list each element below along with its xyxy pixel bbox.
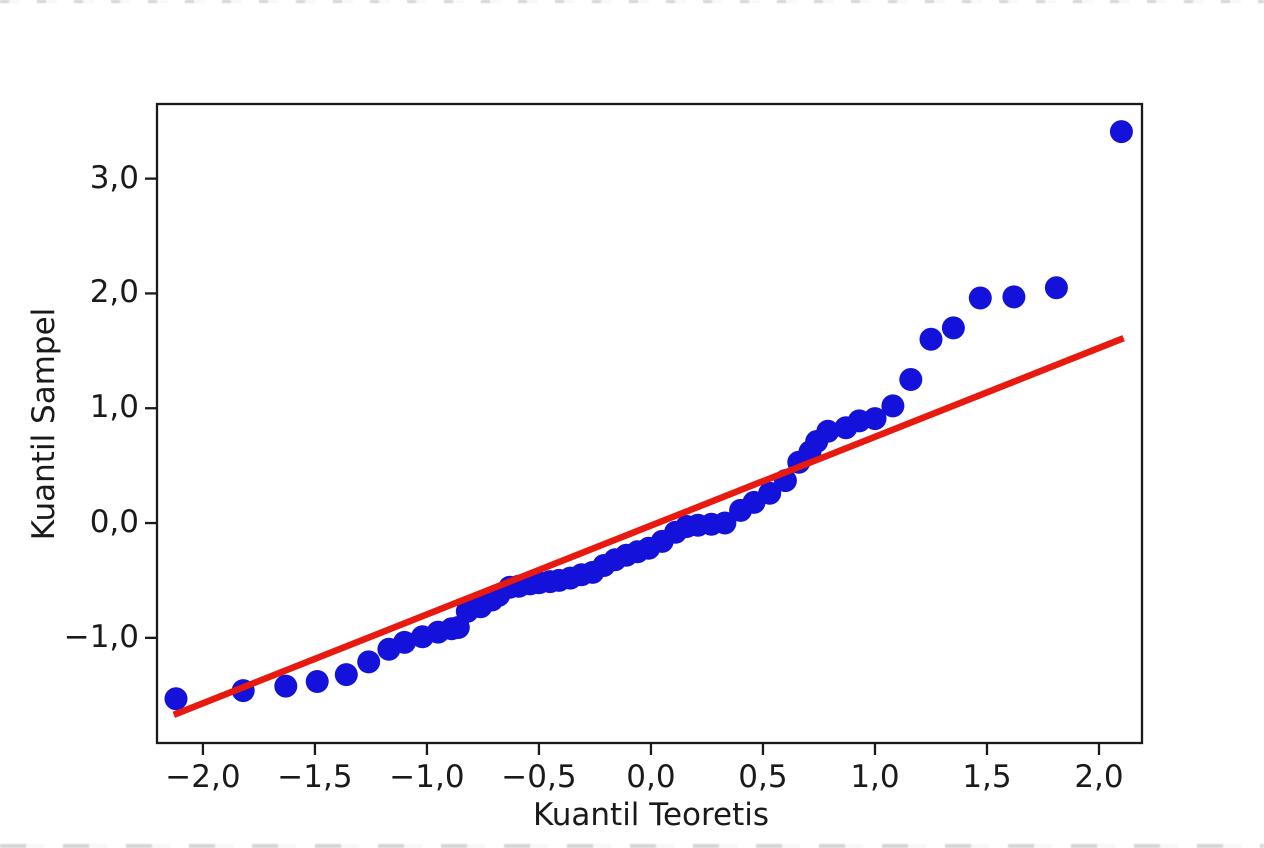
reference-line <box>172 335 1125 718</box>
x-tick-label: −1,5 <box>277 759 353 795</box>
y-tick-label: 3,0 <box>89 159 139 196</box>
data-point <box>334 663 358 687</box>
x-tick-label: −1,0 <box>389 759 465 795</box>
data-point <box>863 407 887 431</box>
y-tick-label: 1,0 <box>89 389 139 426</box>
data-point <box>941 316 965 340</box>
y-tick-label: 2,0 <box>89 274 139 311</box>
data-point <box>305 670 329 693</box>
data-point <box>393 630 416 654</box>
x-tick-label: 2,0 <box>1074 759 1124 795</box>
x-tick-label: 0,0 <box>626 759 676 795</box>
data-point <box>881 394 905 418</box>
x-tick-label: 1,5 <box>962 759 1012 795</box>
data-point <box>1109 120 1133 144</box>
data-point <box>1044 276 1068 300</box>
plot-border <box>155 102 1144 745</box>
y-axis-title: Kuantil Sampel <box>26 307 62 541</box>
data-point <box>164 687 188 711</box>
data-point <box>816 419 840 443</box>
x-tick-label: 0,5 <box>738 759 788 795</box>
data-point <box>357 650 381 674</box>
y-tick-label: −1,0 <box>63 619 139 656</box>
data-point <box>919 327 943 351</box>
data-point <box>1002 285 1026 309</box>
data-point <box>899 368 923 391</box>
y-tick-label: 0,0 <box>89 504 139 541</box>
data-point <box>713 511 737 535</box>
x-axis-title: Kuantil Teoretis <box>532 797 770 833</box>
x-tick-label: 1,0 <box>850 759 900 795</box>
x-tick-label: −0,5 <box>501 759 577 795</box>
data-point <box>274 674 298 698</box>
x-tick-label: −2,0 <box>165 759 241 795</box>
data-point <box>758 481 782 505</box>
data-point <box>968 286 992 310</box>
